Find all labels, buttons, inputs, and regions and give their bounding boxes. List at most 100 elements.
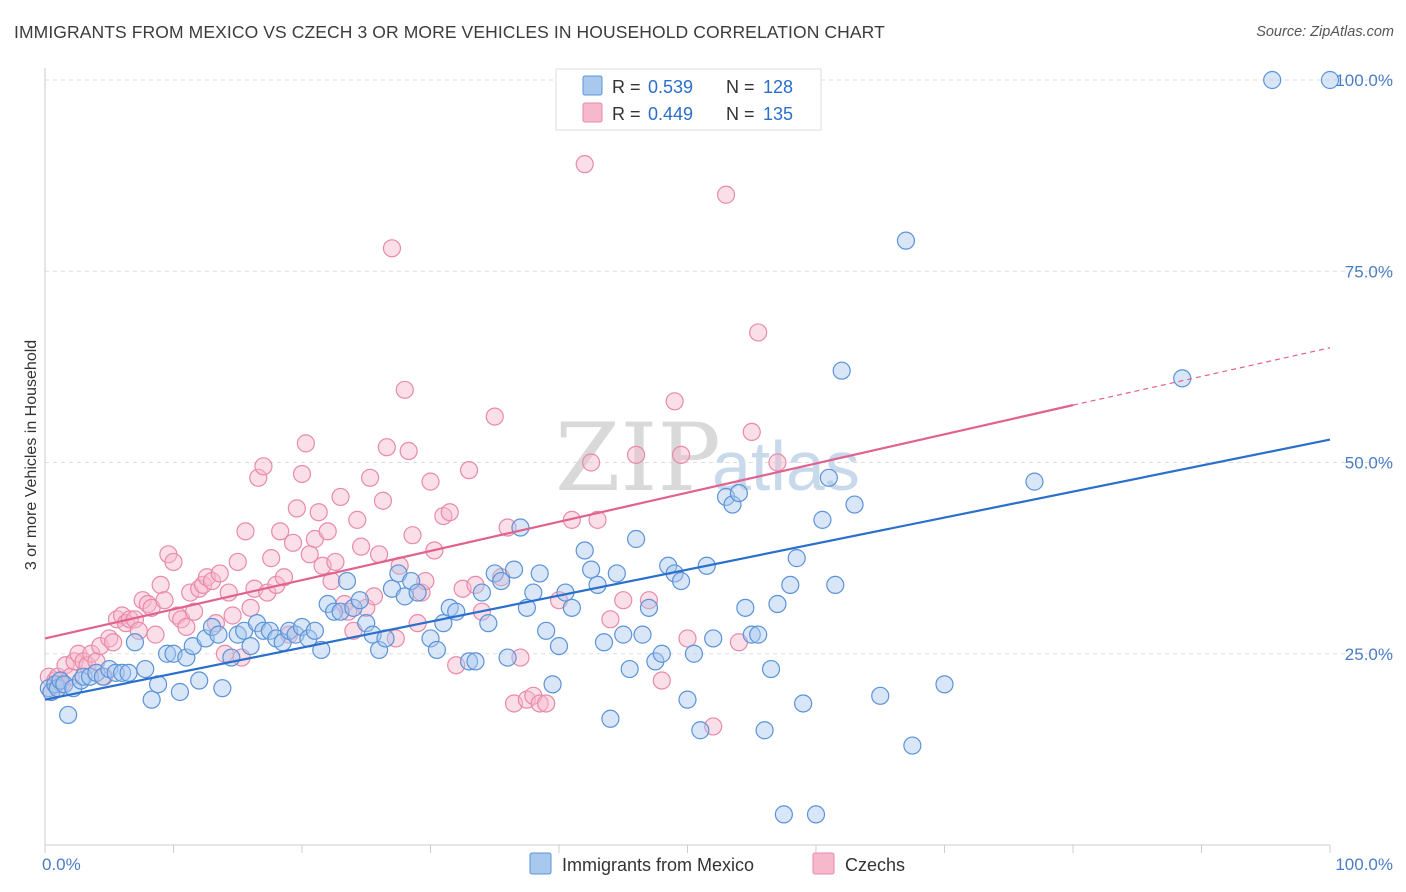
data-point-blue: [530, 564, 549, 583]
data-point-blue: [601, 709, 620, 728]
data-point-blue: [626, 529, 646, 549]
legend-n-value-blue: 128: [763, 77, 793, 97]
grid-lines: [45, 79, 1395, 655]
data-point-blue: [136, 659, 155, 679]
data-point-blue: [620, 659, 639, 679]
data-point-blue: [806, 805, 826, 824]
data-point-pink: [716, 185, 736, 204]
legend-swatch-blue: [582, 75, 603, 96]
trend-lines: [44, 347, 1331, 701]
data-point-pink: [614, 591, 633, 610]
data-point-blue: [562, 598, 581, 617]
data-point-pink: [530, 694, 549, 713]
data-point-blue: [684, 644, 704, 663]
data-point-pink: [421, 472, 440, 491]
data-point-blue: [504, 560, 524, 579]
data-point-blue: [492, 571, 511, 591]
data-point-blue: [177, 648, 196, 667]
data-point-blue: [125, 633, 145, 652]
data-point-pink: [511, 648, 530, 667]
trend-line-blue: [44, 438, 1331, 701]
data-point-blue: [241, 636, 260, 656]
data-point-blue: [736, 598, 755, 617]
data-point-blue: [213, 679, 232, 698]
data-point-pink: [403, 526, 422, 545]
data-point-pink: [236, 522, 255, 541]
series-mexico-points: [39, 70, 1340, 824]
legend-swatch-pink: [582, 102, 603, 123]
data-point-pink: [459, 461, 479, 480]
data-point-blue: [787, 549, 806, 568]
data-point-blue: [305, 621, 324, 640]
data-point-blue: [408, 583, 427, 602]
data-point-pink: [768, 453, 787, 472]
data-point-blue: [845, 495, 864, 514]
chart-title: IMMIGRANTS FROM MEXICO VS CZECH 3 OR MOR…: [14, 22, 885, 42]
data-point-pink: [364, 587, 384, 606]
data-point-blue: [337, 571, 357, 591]
data-point-pink: [164, 552, 183, 572]
data-point-blue: [1320, 70, 1340, 90]
data-point-blue: [723, 495, 742, 514]
data-point-pink: [283, 533, 303, 552]
data-point-blue: [575, 541, 594, 560]
data-point-pink: [271, 522, 290, 541]
watermark-atlas: atlas: [712, 427, 860, 505]
data-point-blue: [190, 671, 209, 690]
data-point-pink: [296, 434, 315, 453]
data-point-pink: [274, 568, 294, 587]
y-tick-label: 50.0%: [1345, 454, 1393, 473]
legend-box: R = 0.539 N = 128 R = 0.449 N = 135: [555, 68, 822, 131]
bottom-legend-swatch-czechs: [812, 852, 835, 875]
legend-n-label-blue: N =: [726, 77, 755, 97]
data-point-blue: [594, 633, 614, 652]
data-point-blue: [402, 571, 421, 591]
data-point-pink: [749, 323, 768, 342]
data-point-blue: [1263, 70, 1282, 90]
axes: [44, 68, 1331, 853]
data-point-blue: [826, 575, 845, 595]
data-point-blue: [935, 675, 954, 694]
data-point-pink: [575, 155, 594, 174]
data-point-pink: [318, 522, 337, 541]
y-tick-label: 25.0%: [1345, 645, 1393, 664]
data-point-blue: [325, 602, 344, 621]
data-point-pink: [395, 380, 414, 399]
data-point-pink: [151, 575, 170, 595]
legend-n-label-pink: N =: [726, 104, 755, 124]
trend-line-extension-pink: [1072, 347, 1331, 406]
data-point-blue: [678, 690, 697, 709]
data-point-blue: [350, 591, 369, 610]
data-point-blue: [794, 694, 813, 713]
data-point-pink: [665, 392, 684, 411]
data-point-pink: [382, 239, 402, 258]
data-point-blue: [582, 560, 601, 579]
data-point-blue: [742, 625, 761, 644]
data-point-blue: [652, 644, 671, 663]
data-point-blue: [691, 721, 710, 740]
watermark-zip: ZIP: [555, 404, 721, 513]
data-point-blue: [832, 361, 851, 380]
legend-n-value-pink: 135: [763, 104, 793, 124]
tick-labels: 25.0% 50.0% 75.0% 100.0% 0.0% 100.0%: [42, 71, 1393, 874]
data-point-blue: [639, 598, 659, 617]
data-point-blue: [614, 625, 633, 644]
data-point-pink: [678, 629, 697, 648]
data-point-pink: [361, 468, 380, 487]
data-point-pink: [652, 671, 671, 690]
legend-r-value-pink: 0.449: [648, 104, 693, 124]
data-point-blue: [170, 682, 190, 702]
legend-r-label-pink: R =: [612, 104, 641, 124]
data-point-blue: [704, 629, 723, 648]
data-point-pink: [104, 633, 123, 652]
data-point-blue: [671, 571, 691, 591]
data-point-pink: [626, 445, 646, 464]
data-point-blue: [607, 564, 626, 583]
data-point-blue: [472, 583, 491, 602]
data-point-pink: [440, 503, 459, 522]
data-point-blue: [511, 518, 530, 537]
data-point-blue: [749, 625, 768, 644]
data-point-pink: [377, 438, 396, 457]
data-point-blue: [729, 484, 749, 503]
data-point-pink: [331, 487, 350, 507]
